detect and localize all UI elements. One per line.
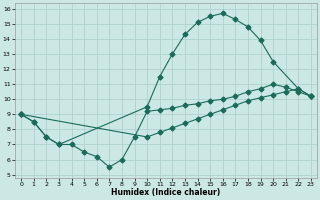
X-axis label: Humidex (Indice chaleur): Humidex (Indice chaleur) [111, 188, 221, 197]
